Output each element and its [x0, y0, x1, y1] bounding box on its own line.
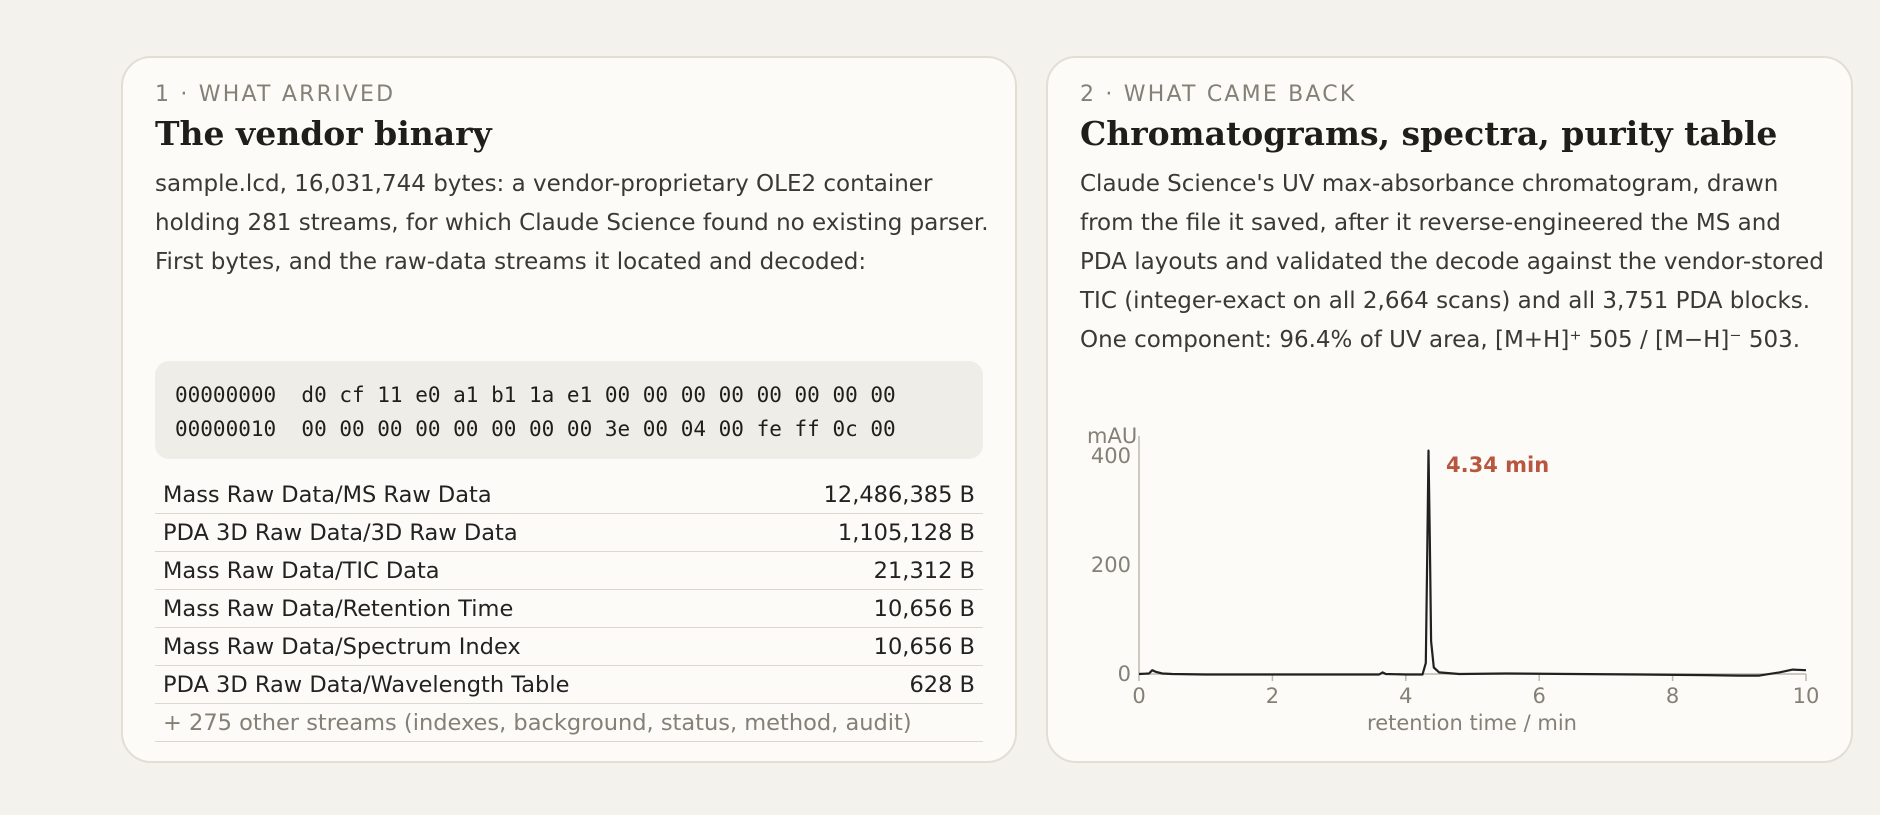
section-description: Claude Science's UV max-absorbance chrom… [1080, 171, 1824, 353]
stream-size: 1,105,128 B [837, 519, 975, 546]
stream-size: 628 B [909, 671, 975, 698]
section-kicker: 2 · WHAT CAME BACK [1080, 82, 1357, 107]
stream-row: PDA 3D Raw Data/3D Raw Data 1,105,128 B [155, 514, 983, 552]
stream-row: Mass Raw Data/MS Raw Data 12,486,385 B [155, 476, 983, 514]
stream-size: 10,656 B [873, 595, 975, 622]
stream-name: Mass Raw Data/Retention Time [163, 595, 514, 622]
section-kicker: 1 · WHAT ARRIVED [155, 82, 396, 107]
results-card: 2 · WHAT CAME BACK Chromatograms, spectr… [1046, 56, 1853, 763]
stream-size: 12,486,385 B [823, 481, 975, 508]
binary-card: 1 · WHAT ARRIVED The vendor binary sampl… [121, 56, 1017, 763]
hex-line: 00000010 00 00 00 00 00 00 00 00 3e 00 0… [175, 417, 896, 441]
stream-row: PDA 3D Raw Data/Wavelength Table 628 B [155, 666, 983, 704]
stream-table: Mass Raw Data/MS Raw Data 12,486,385 B PD… [155, 476, 983, 742]
section-title: The vendor binary [155, 114, 492, 153]
stream-name: PDA 3D Raw Data/Wavelength Table [163, 671, 570, 698]
more-streams-label: + 275 other streams (indexes, background… [163, 709, 912, 736]
stream-row: Mass Raw Data/Retention Time 10,656 B [155, 590, 983, 628]
stream-size: 21,312 B [873, 557, 975, 584]
stream-row: Mass Raw Data/Spectrum Index 10,656 B [155, 628, 983, 666]
stream-size: 10,656 B [873, 633, 975, 660]
stream-name: PDA 3D Raw Data/3D Raw Data [163, 519, 518, 546]
stream-row: Mass Raw Data/TIC Data 21,312 B [155, 552, 983, 590]
section-description: sample.lcd, 16,031,744 bytes: a vendor-p… [155, 171, 989, 275]
stream-name: Mass Raw Data/MS Raw Data [163, 481, 492, 508]
hex-dump: 00000000 d0 cf 11 e0 a1 b1 1a e1 00 00 0… [155, 361, 983, 459]
stream-name: Mass Raw Data/Spectrum Index [163, 633, 521, 660]
stream-name: Mass Raw Data/TIC Data [163, 557, 440, 584]
more-streams-note: + 275 other streams (indexes, background… [155, 704, 983, 742]
hex-line: 00000000 d0 cf 11 e0 a1 b1 1a e1 00 00 0… [175, 383, 896, 407]
section-title: Chromatograms, spectra, purity table [1080, 114, 1778, 153]
